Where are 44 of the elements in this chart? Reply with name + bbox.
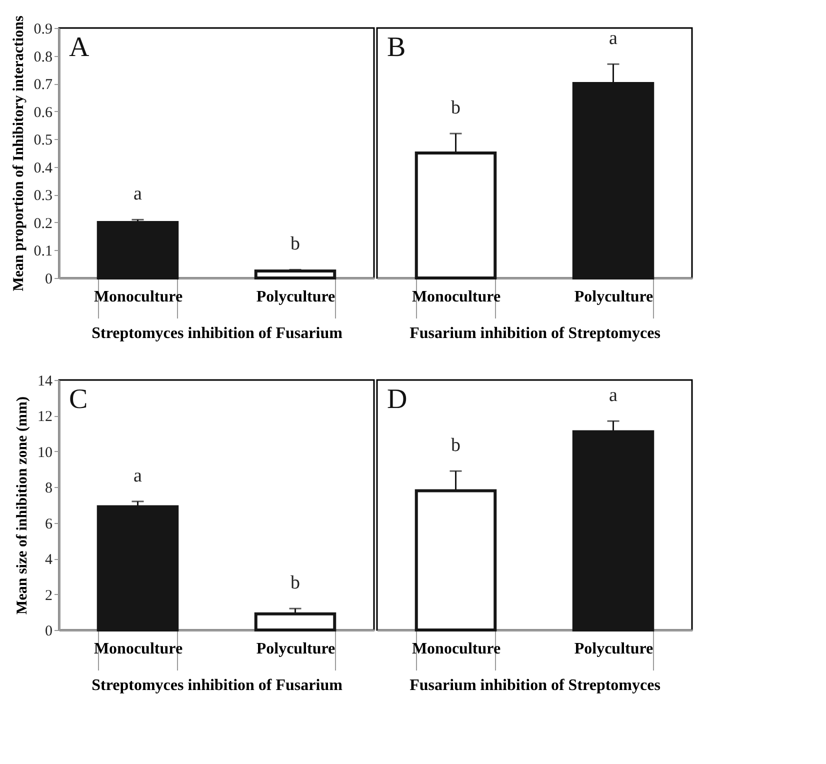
annotation: C <box>69 384 88 415</box>
x-axis-title: Fusarium inhibition of Streptomyces <box>410 677 660 694</box>
annotation: b <box>290 572 300 594</box>
y-tick-label: 0.7 <box>34 77 53 94</box>
y-tick-label: 6 <box>45 516 53 532</box>
y-tick-label: 0.3 <box>34 188 52 204</box>
x-tick-label: Monoculture <box>94 288 183 306</box>
y-tick-label: 0.9 <box>34 22 52 38</box>
y-tick-label: 8 <box>45 480 52 497</box>
y-tick-label: 14 <box>38 374 53 390</box>
y-tick-label: 0.8 <box>34 49 52 66</box>
x-axis-title: Fusarium inhibition of Streptomyces <box>410 325 660 342</box>
x-tick-label: Polyculture <box>256 640 336 658</box>
y-tick-label: 0.6 <box>34 104 53 121</box>
y-tick-label: 4 <box>45 552 53 568</box>
x-axis-title: Streptomyces inhibition of Fusarium <box>92 677 344 694</box>
x-tick-label: Polyculture <box>256 288 336 306</box>
y-axis-title: Mean proportion of Inhibitory interactions <box>10 16 27 292</box>
x-tick-label: Monoculture <box>412 640 501 658</box>
y-tick-label: 2 <box>45 588 52 604</box>
annotation: a <box>134 465 143 486</box>
annotation: b <box>451 435 460 456</box>
annotation: b <box>451 98 460 119</box>
x-tick-label: Polyculture <box>574 288 654 306</box>
y-tick-label: 0 <box>45 272 52 288</box>
y-axis-title: Mean size of inhibition zone (mm) <box>14 396 30 614</box>
annotation: a <box>134 184 143 205</box>
x-tick-label: Polyculture <box>574 640 654 658</box>
y-tick-label: 10 <box>38 444 52 461</box>
annotation: a <box>609 385 618 406</box>
annotation: A <box>69 32 90 63</box>
y-tick-label: 0.5 <box>34 132 52 149</box>
y-tick-label: 0 <box>45 624 52 640</box>
y-tick-label: 0.2 <box>34 216 52 232</box>
y-tick-label: 0.4 <box>34 160 53 176</box>
x-axis-title: Streptomyces inhibition of Fusarium <box>92 325 344 342</box>
annotation: a <box>609 28 618 50</box>
annotation: B <box>387 32 406 63</box>
x-tick-label: Monoculture <box>412 288 501 306</box>
annotation: b <box>290 234 300 255</box>
annotation: D <box>387 384 408 415</box>
y-tick-label: 0.1 <box>34 244 52 260</box>
x-tick-label: Monoculture <box>94 640 183 658</box>
y-tick-label: 12 <box>38 409 52 426</box>
